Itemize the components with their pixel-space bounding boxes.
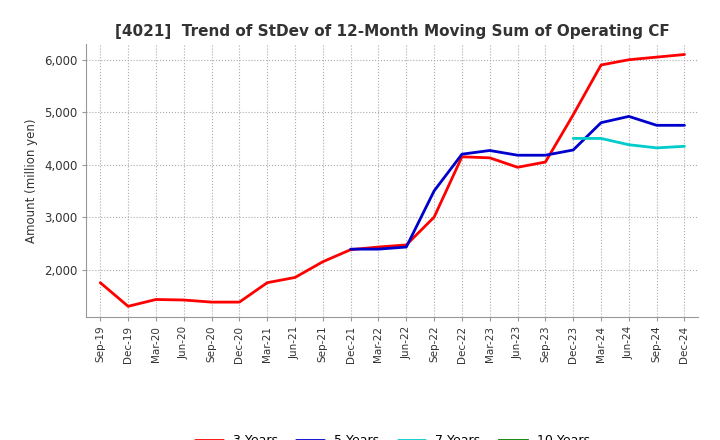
3 Years xyxy=(235,300,243,305)
Y-axis label: Amount (million yen): Amount (million yen) xyxy=(25,118,38,242)
5 Years xyxy=(346,246,355,252)
5 Years xyxy=(597,120,606,125)
3 Years xyxy=(346,247,355,252)
3 Years xyxy=(263,280,271,286)
5 Years xyxy=(485,148,494,153)
5 Years xyxy=(680,123,689,128)
5 Years xyxy=(541,153,550,158)
3 Years xyxy=(458,154,467,159)
Line: 7 Years: 7 Years xyxy=(573,139,685,148)
5 Years xyxy=(374,246,383,252)
3 Years xyxy=(207,300,216,305)
7 Years xyxy=(624,142,633,147)
3 Years xyxy=(541,159,550,165)
7 Years xyxy=(569,136,577,141)
5 Years xyxy=(430,188,438,194)
7 Years xyxy=(597,136,606,141)
3 Years xyxy=(374,244,383,249)
5 Years xyxy=(513,153,522,158)
5 Years xyxy=(569,147,577,153)
3 Years xyxy=(402,242,410,248)
5 Years xyxy=(624,114,633,119)
7 Years xyxy=(652,145,661,150)
3 Years xyxy=(569,112,577,117)
3 Years xyxy=(652,55,661,60)
3 Years xyxy=(179,297,188,303)
Title: [4021]  Trend of StDev of 12-Month Moving Sum of Operating CF: [4021] Trend of StDev of 12-Month Moving… xyxy=(115,24,670,39)
3 Years xyxy=(96,280,104,286)
5 Years xyxy=(652,123,661,128)
3 Years xyxy=(485,155,494,161)
3 Years xyxy=(430,214,438,220)
7 Years xyxy=(680,143,689,149)
3 Years xyxy=(624,57,633,62)
3 Years xyxy=(152,297,161,302)
3 Years xyxy=(291,275,300,280)
5 Years xyxy=(402,244,410,249)
5 Years xyxy=(458,151,467,157)
3 Years xyxy=(318,259,327,264)
3 Years xyxy=(597,62,606,68)
Line: 3 Years: 3 Years xyxy=(100,55,685,306)
Line: 5 Years: 5 Years xyxy=(351,117,685,249)
Legend: 3 Years, 5 Years, 7 Years, 10 Years: 3 Years, 5 Years, 7 Years, 10 Years xyxy=(190,429,595,440)
3 Years xyxy=(513,165,522,170)
3 Years xyxy=(124,304,132,309)
3 Years xyxy=(680,52,689,57)
